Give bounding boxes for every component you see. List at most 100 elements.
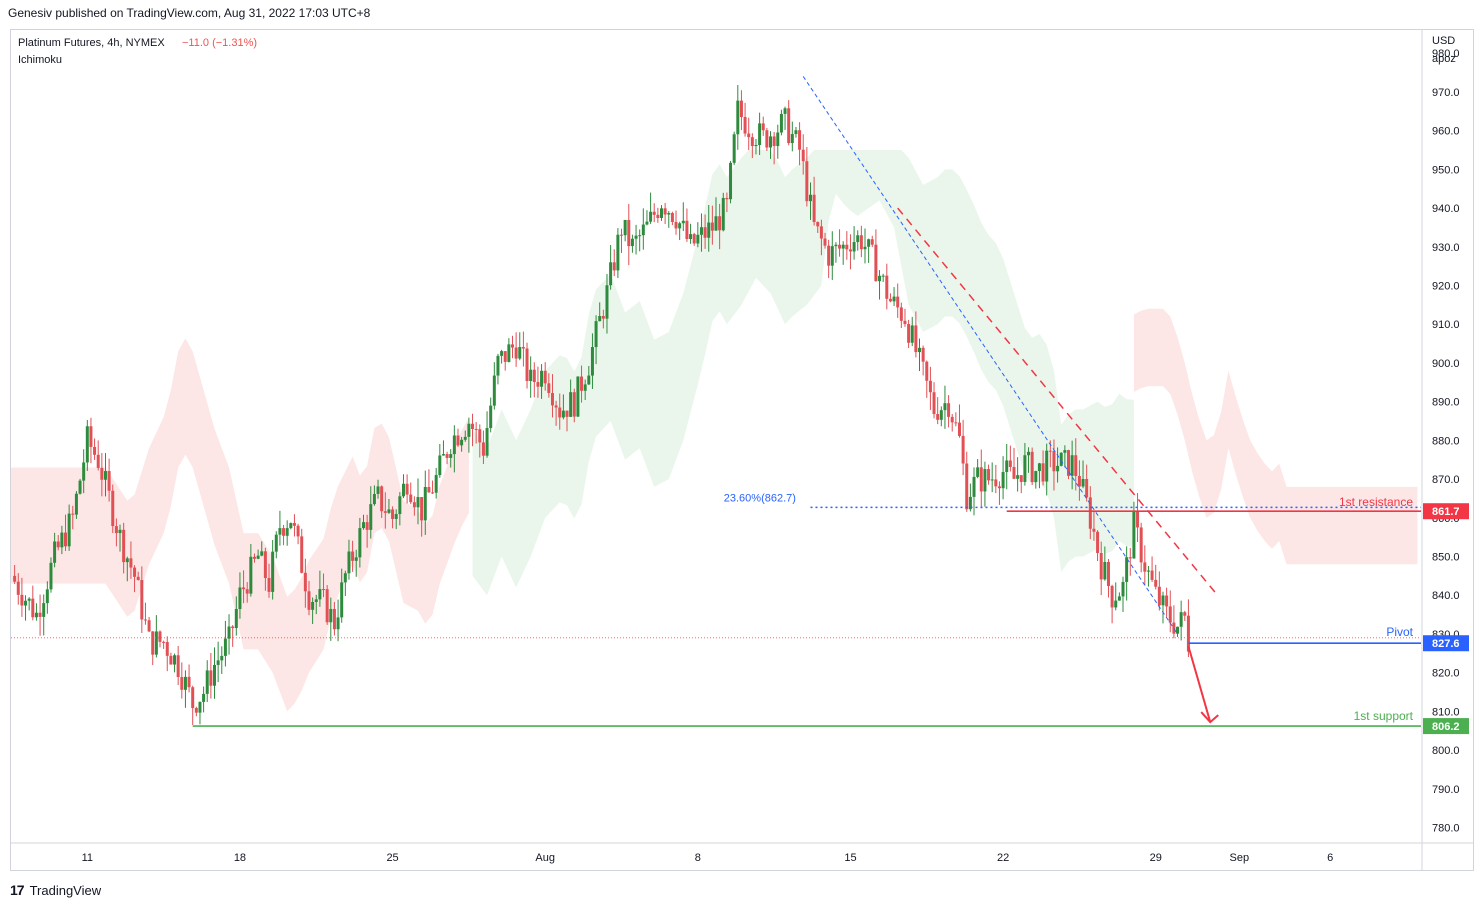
candle-body [972, 476, 976, 497]
candle-body [1092, 528, 1096, 532]
candle-body [620, 234, 624, 236]
price-tick-label: 790.0 [1432, 784, 1460, 796]
candle-body [1034, 471, 1038, 483]
candle-body [507, 344, 511, 362]
candle-body [710, 222, 714, 231]
candle-body [376, 486, 380, 494]
candle-body [445, 454, 449, 458]
price-tick-label: 960.0 [1432, 126, 1460, 138]
candle-body [238, 587, 242, 610]
tradingview-brand[interactable]: 17 TradingView [10, 882, 101, 898]
candle-body [663, 208, 667, 215]
candle-body [1059, 452, 1063, 466]
candle-body [1052, 450, 1056, 472]
pivot-label: Pivot [1386, 625, 1413, 639]
candle-body [834, 244, 838, 247]
candle-body [699, 227, 703, 235]
chart-frame[interactable] [10, 29, 1474, 871]
candle-body [957, 422, 961, 436]
candle-body [1019, 475, 1023, 482]
candle-body [776, 132, 780, 147]
candle-body [24, 600, 28, 606]
candle-body [536, 382, 540, 387]
candle-body [107, 471, 111, 491]
candle-body [198, 701, 202, 713]
candle-body [213, 664, 217, 686]
candle-body [162, 641, 166, 643]
candle-body [823, 238, 827, 246]
candle-body [347, 551, 351, 574]
candle-body [481, 442, 485, 456]
candle-body [64, 532, 68, 547]
candle-body [674, 221, 678, 229]
candle-body [394, 514, 398, 519]
candle-body [205, 670, 209, 694]
price-tick-label: 870.0 [1432, 474, 1460, 486]
candle-body [289, 523, 293, 529]
candle-body [343, 573, 347, 583]
candle-body [707, 222, 711, 238]
candle-body [311, 601, 315, 610]
candle-body [383, 511, 387, 513]
candle-body [743, 117, 747, 134]
candle-body [322, 589, 326, 591]
candle-body [561, 410, 565, 418]
candle-body [1037, 463, 1041, 472]
candle-body [391, 509, 395, 519]
candle-body [85, 426, 89, 463]
ichimoku-cloud [11, 150, 1418, 712]
candle-body [652, 211, 656, 215]
candle-body [692, 234, 696, 244]
candle-body [529, 369, 533, 382]
candle-body [1143, 562, 1147, 572]
candle-body [252, 556, 256, 559]
candle-body [870, 239, 874, 245]
price-tick-label: 820.0 [1432, 668, 1460, 680]
candle-body [100, 467, 104, 480]
candle-body [231, 626, 235, 629]
price-tick-label: 840.0 [1432, 590, 1460, 602]
price-tick-label: 970.0 [1432, 87, 1460, 99]
candle-body [798, 130, 802, 150]
candle-body [1154, 579, 1158, 587]
candle-body [45, 589, 49, 604]
candle-body [812, 194, 816, 222]
candle-body [569, 392, 573, 417]
candle-body [783, 108, 787, 114]
brand-name: TradingView [29, 882, 102, 898]
candle-body [1012, 467, 1016, 479]
candle-body [387, 509, 391, 513]
candle-body [903, 320, 907, 325]
price-axis: 980.0 970.0 960.0 950.0 940.0 930.0 920.0 910.0… [1423, 35, 1469, 835]
candle-body [234, 609, 238, 629]
candle-body [779, 113, 783, 133]
candle-body [89, 426, 93, 447]
time-tick-label: Sep [1230, 852, 1250, 864]
candle-body [1168, 606, 1172, 623]
candle-body [754, 145, 758, 147]
candle-body [176, 655, 180, 678]
candle-body [412, 502, 416, 508]
candle-body [899, 307, 903, 321]
candle-body [474, 429, 478, 431]
candle-body [572, 392, 576, 417]
candle-body [547, 383, 551, 394]
candle-body [351, 551, 355, 561]
time-tick-label: Aug [535, 852, 555, 864]
down-arrow-head [1200, 711, 1219, 724]
candle-body [136, 576, 140, 581]
candle-body [223, 638, 227, 656]
candle-body [703, 227, 707, 238]
time-axis: 11 18 25 Aug 8 15 22 29 Sep 6 [82, 852, 1334, 864]
candle-body [598, 315, 602, 322]
candle-body [1165, 595, 1169, 607]
candle-body [990, 479, 994, 481]
candle-body [510, 344, 514, 348]
candle-body [747, 133, 751, 138]
candle-body [848, 249, 852, 252]
candle-body [405, 483, 409, 495]
candle-body [1016, 475, 1020, 479]
candle-body [758, 123, 762, 146]
candle-body [1056, 465, 1060, 472]
